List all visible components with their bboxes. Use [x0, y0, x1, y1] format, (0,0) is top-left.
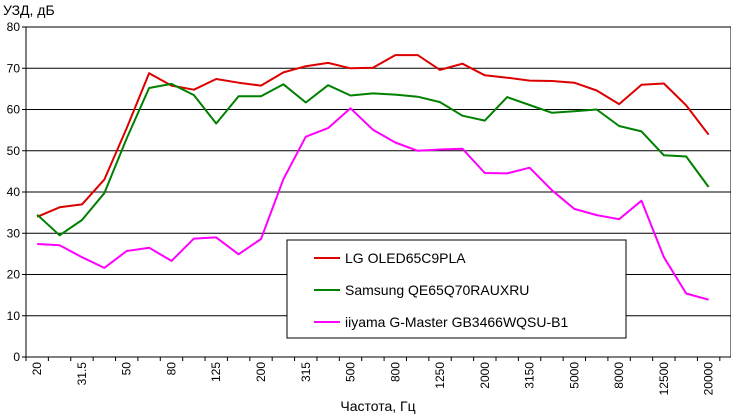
- plot-frame: [25, 26, 731, 358]
- x-tick-label: 3150: [523, 362, 537, 389]
- y-tick-label: 40: [7, 185, 21, 199]
- y-tick-label: 20: [7, 268, 21, 282]
- x-tick-label: 8000: [612, 362, 626, 389]
- grid: [26, 67, 731, 317]
- legend-box: [286, 239, 627, 339]
- y-tick-label: 30: [7, 226, 21, 240]
- y-tick-label: 50: [7, 144, 21, 158]
- y-tick-label: 70: [7, 61, 21, 75]
- x-tick-label: 1250: [433, 362, 447, 389]
- x-tick-label: 50: [120, 362, 134, 376]
- x-tick-label: 12500: [657, 362, 671, 396]
- x-tick-label: 80: [164, 362, 178, 376]
- x-axis-title: Частота, Гц: [340, 398, 415, 414]
- x-tick-label: 200: [254, 362, 268, 382]
- legend-label-2: iiyama G-Master GB3466WQSU-B1: [345, 314, 568, 330]
- x-tick-label: 2000: [478, 362, 492, 389]
- series-line-2: [37, 107, 709, 301]
- x-tick-label: 20: [30, 362, 44, 376]
- x-ticks: 20 31.5 50 80 125 200 315 500 800 1250 2000 3150 500…: [25, 357, 721, 396]
- legend: LG OLED65C9PLA Samsung QE65Q70RAUXRU iiyam…: [286, 239, 627, 339]
- x-tick-label: 20000: [702, 362, 716, 396]
- x-tick-label: 5000: [567, 362, 581, 389]
- y-tick-label: 10: [7, 309, 21, 323]
- x-tick-label: 800: [388, 362, 402, 382]
- series-group: [36, 54, 710, 301]
- x-tick-label: 31.5: [75, 362, 89, 386]
- y-axis-title: УЗД, дБ: [3, 2, 55, 18]
- series-line-0: [36, 54, 710, 218]
- x-tick-label: 500: [344, 362, 358, 382]
- x-tick-label: 125: [209, 362, 223, 382]
- x-tick-label: 315: [299, 362, 313, 382]
- series-line-1: [36, 82, 710, 237]
- y-tick-label: 80: [7, 20, 21, 34]
- y-tick-label: 0: [13, 350, 20, 364]
- legend-label-1: Samsung QE65Q70RAUXRU: [345, 282, 529, 298]
- legend-label-0: LG OLED65C9PLA: [345, 250, 466, 266]
- y-tick-label: 60: [7, 103, 21, 117]
- y-ticks: 0 10 20 30 40 50 60 70 80: [7, 20, 26, 364]
